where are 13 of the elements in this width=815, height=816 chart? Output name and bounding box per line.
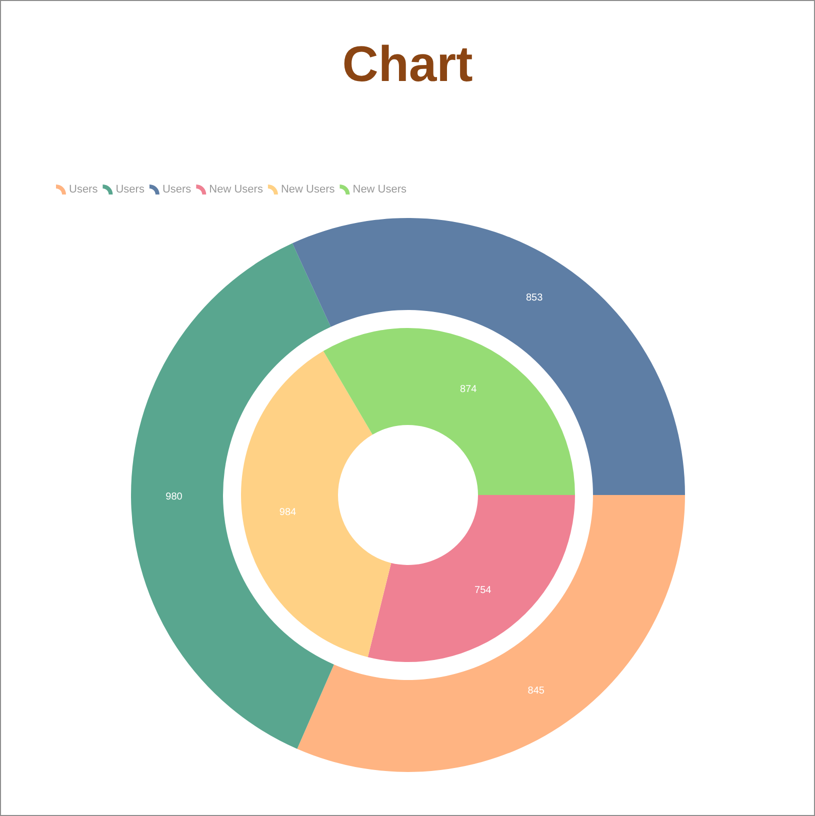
data-label: 874	[460, 384, 478, 396]
legend-label: New Users	[209, 184, 264, 196]
data-label: 754	[474, 585, 492, 596]
legend-label: Users	[116, 184, 145, 196]
data-label: 984	[279, 506, 297, 518]
data-label: 980	[166, 492, 183, 503]
chart-title: Chart	[342, 36, 474, 92]
text: New Users	[280, 184, 335, 196]
data-label: 853	[526, 292, 544, 304]
text: New Users	[352, 184, 407, 196]
text: Users	[69, 184, 98, 196]
data-label: 845	[528, 685, 545, 696]
text: Users	[162, 184, 192, 196]
